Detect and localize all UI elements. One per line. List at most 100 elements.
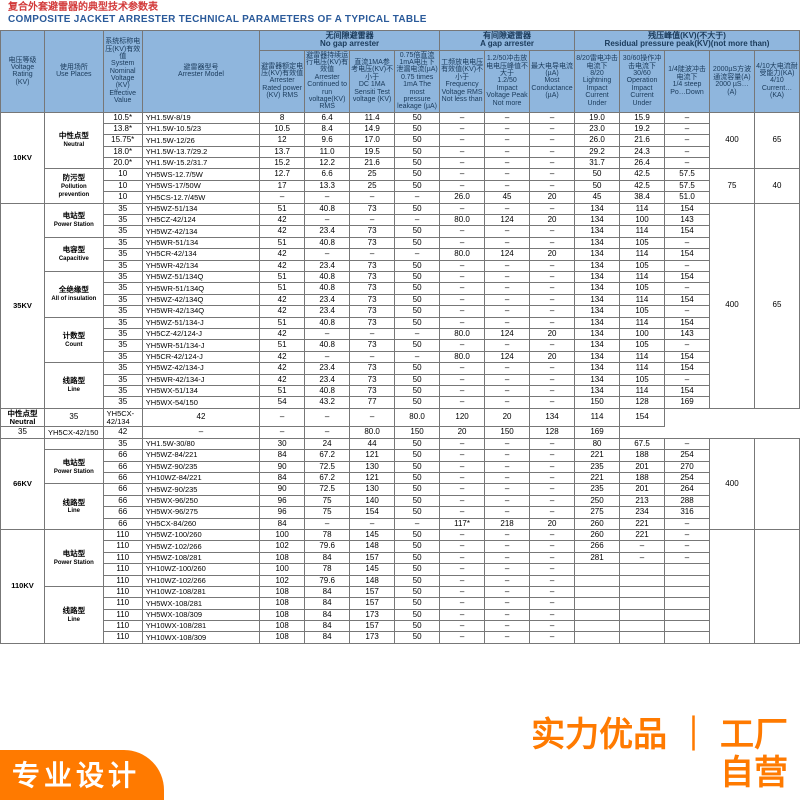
cell-data: 275 [575, 507, 620, 518]
cell-data: 30 [260, 438, 305, 449]
cell-data: 400 [709, 438, 754, 529]
table-row: 线路型Line110YH10WZ-108/2811088415750––– [1, 586, 800, 597]
cell-data: – [440, 621, 485, 632]
cell-data: – [440, 397, 485, 408]
cell-data: 124 [485, 328, 530, 339]
cell-data: 260 [575, 518, 620, 529]
cell-data: 50 [395, 123, 440, 134]
cell-data: 51 [260, 203, 305, 214]
table-head: 电压等级Voltage Rating(KV) 使用场所Use Places 系统… [1, 31, 800, 113]
cell-data: 264 [665, 484, 710, 495]
cell-data: 40.8 [305, 385, 350, 396]
cell-data: 130 [350, 461, 395, 472]
cell-data: 51.0 [665, 192, 710, 203]
cell-data: 134 [575, 249, 620, 260]
title-en: COMPOSITE JACKET ARRESTER TECHNICAL PARA… [8, 14, 792, 26]
cell-data: 154 [620, 408, 665, 427]
cell-data: 254 [665, 473, 710, 484]
cell-data [575, 632, 620, 643]
cell-data: 50 [395, 260, 440, 271]
table-row: 110KV电站型Power Station110YH5WZ-100/260100… [1, 529, 800, 540]
cell-model: YH5WZ-42/134Q [142, 294, 259, 305]
cell-model: YH5WZ-51/134 [142, 203, 259, 214]
cell-data: – [485, 237, 530, 248]
cell-model: YH10WZ-84/221 [142, 473, 259, 484]
cell-data: 50 [395, 237, 440, 248]
cell-data: 114 [620, 351, 665, 362]
cell-data: 50 [395, 450, 440, 461]
cell-data: 114 [620, 272, 665, 283]
cell-data: – [485, 598, 530, 609]
cell-data: 250 [575, 495, 620, 506]
cell-model: YH1.5W-15.2/31.7 [142, 158, 259, 169]
cell-sys: 110 [103, 632, 142, 643]
cell-data: 50 [395, 340, 440, 351]
cell-data: 23.4 [305, 260, 350, 271]
h-model: 避雷器型号Arrester Model [142, 31, 259, 113]
table-row: 35YH5WX-54/1505443.27750–––150128169 [1, 397, 800, 408]
table-row: 110YH5WZ-102/26610279.614850–––266–– [1, 541, 800, 552]
cell-sys: 18.0* [103, 146, 142, 157]
cell-model: YH5WZ-90/235 [142, 461, 259, 472]
cell-sys: 35 [103, 340, 142, 351]
table-row: 35YH5WR-42/1344223.47350–––134105– [1, 260, 800, 271]
cell-data: – [665, 518, 710, 529]
cell-data: – [485, 363, 530, 374]
cell-data: – [395, 351, 440, 362]
cell-data: 140 [350, 495, 395, 506]
cell-data: 154 [665, 203, 710, 214]
overlay-slogan-right: 实力优品 ｜ 工厂 自营 [531, 717, 788, 792]
cell-data: – [350, 192, 395, 203]
cell-data: 50 [395, 529, 440, 540]
table-row: 66KV35YH1.5W-30/8030244450–––8067.5–400 [1, 438, 800, 449]
cell-model: YH5WR-42/134 [142, 260, 259, 271]
cell-data: 45 [575, 192, 620, 203]
table-row: 全绝缘型All of insulation35YH5WZ-51/134Q5140… [1, 272, 800, 283]
cell-data: 154 [665, 363, 710, 374]
cell-data: 80.0 [440, 351, 485, 362]
cell-voltage: 35KV [1, 203, 45, 408]
cell-model: YH1.5W-30/80 [142, 438, 259, 449]
cell-data: – [485, 438, 530, 449]
cell-data: – [530, 473, 575, 484]
cell-sys: 110 [103, 598, 142, 609]
cell-data: 50 [395, 552, 440, 563]
cell-sys: 66 [103, 495, 142, 506]
cell-data [620, 575, 665, 586]
cell-data: 50 [395, 586, 440, 597]
cell-data [575, 621, 620, 632]
cell-data: 105 [620, 283, 665, 294]
cell-data: – [620, 552, 665, 563]
cell-data [620, 598, 665, 609]
cell-data: 19.0 [575, 112, 620, 123]
cell-data [665, 586, 710, 597]
cell-data: 77 [350, 397, 395, 408]
cell-data: 20 [485, 408, 530, 427]
cell-data: 173 [350, 609, 395, 620]
cell-sys: 35 [103, 397, 142, 408]
table-row: 110YH10WZ-102/26610279.614850––– [1, 575, 800, 586]
cell-data: – [530, 507, 575, 518]
h-r-2: 1/4陡波冲击电流下1/4 steep Po…Down [665, 50, 710, 112]
cell-data: – [530, 632, 575, 643]
cell-model: YH10WX-108/281 [142, 621, 259, 632]
h-group-nogap: 无间隙避雷器No gap arrester [260, 31, 440, 51]
cell-data: 90 [260, 484, 305, 495]
cell-data: – [485, 169, 530, 180]
cell-data: 143 [665, 215, 710, 226]
cell-data: – [530, 283, 575, 294]
cell-data: 154 [350, 507, 395, 518]
cell-data: – [350, 408, 395, 427]
cell-data: – [350, 215, 395, 226]
cell-data: – [665, 529, 710, 540]
table-row: 35YH5CR-42/13442–––80.012420134114154 [1, 249, 800, 260]
cell-use: 电容型Capacitive [45, 237, 104, 271]
cell-data [665, 632, 710, 643]
cell-sys: 66 [103, 450, 142, 461]
cell-data: 154 [665, 351, 710, 362]
cell-sys: 35 [103, 272, 142, 283]
cell-data: 50 [395, 621, 440, 632]
cell-sys: 35 [103, 203, 142, 214]
table-row: 35YH5WR-42/134-J4223.47350–––134105– [1, 374, 800, 385]
cell-data: 42 [260, 260, 305, 271]
